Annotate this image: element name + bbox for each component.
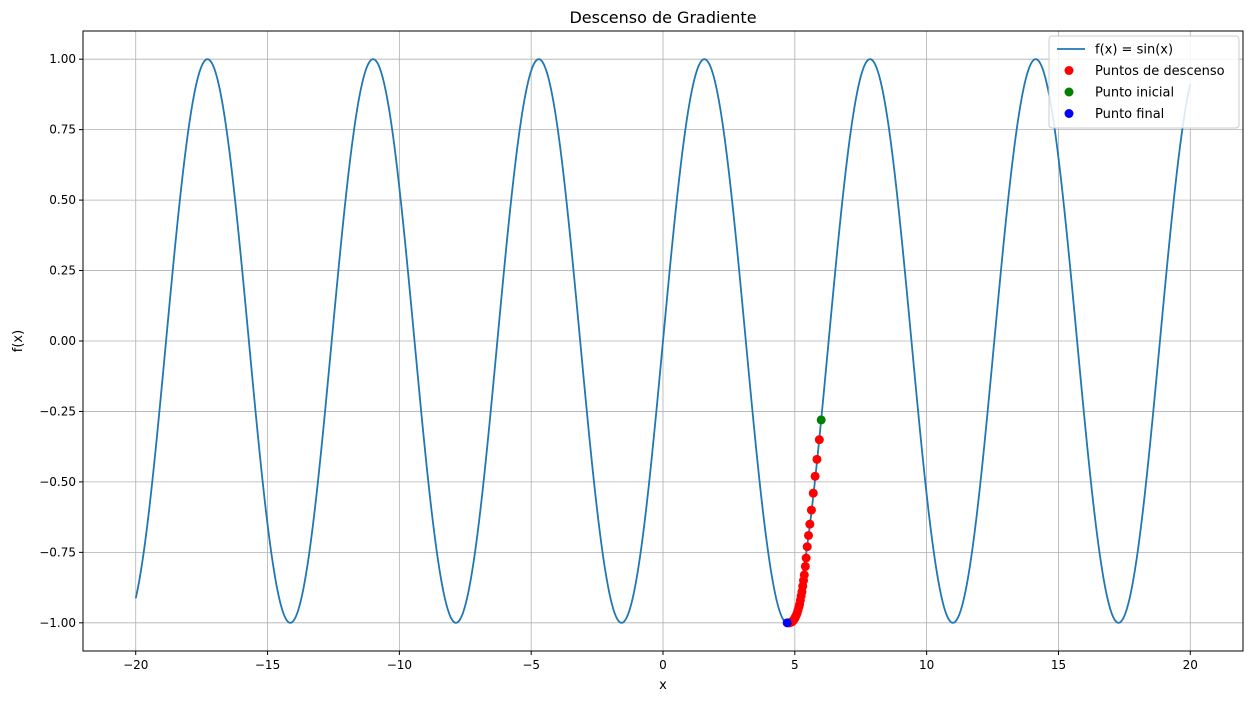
initial-point xyxy=(816,415,826,425)
x-tick-label: 15 xyxy=(1051,658,1066,672)
x-tick-label: −20 xyxy=(123,658,148,672)
x-tick-label: −5 xyxy=(522,658,540,672)
descent-point xyxy=(806,505,816,515)
descent-point xyxy=(808,488,818,498)
y-tick-label: 1.00 xyxy=(49,52,76,66)
descent-point xyxy=(812,454,822,464)
sin-curve-line xyxy=(134,58,1192,624)
descent-point xyxy=(814,435,824,445)
y-tick-label: 0.75 xyxy=(49,123,76,137)
descent-point xyxy=(804,530,814,540)
chart-title: Descenso de Gradiente xyxy=(569,8,756,27)
legend-label: Puntos de descenso xyxy=(1095,64,1225,79)
legend-marker-swatch xyxy=(1064,109,1074,118)
x-tick-label: −15 xyxy=(255,658,280,672)
y-tick-label: −0.50 xyxy=(39,475,76,489)
x-tick-label: 5 xyxy=(791,658,799,672)
final-point xyxy=(782,618,792,628)
legend-marker-swatch xyxy=(1064,66,1074,75)
x-tick-label: 0 xyxy=(659,658,667,672)
legend-label: Punto inicial xyxy=(1095,86,1174,101)
legend: f(x) = sin(x) Puntos de descenso Punto ini… xyxy=(1048,35,1240,129)
legend-box xyxy=(1048,35,1240,129)
descent-point xyxy=(801,553,811,563)
descent-point xyxy=(810,471,820,481)
legend-label: Punto final xyxy=(1095,107,1164,122)
y-tick-label: −0.25 xyxy=(39,404,76,418)
x-tick-label: −10 xyxy=(387,658,412,672)
ticks: −20 −15 −10 −5 0 5 10 15 20 −1.00 −0.75 −0.50 −0.25 0… xyxy=(39,52,1198,672)
descent-point xyxy=(805,519,815,529)
y-tick-label: −1.00 xyxy=(39,616,76,630)
x-tick-label: 10 xyxy=(919,658,934,672)
y-tick-label: −0.75 xyxy=(39,545,76,559)
descent-point xyxy=(802,542,812,552)
y-tick-label: 0.25 xyxy=(49,264,76,278)
x-tick-label: 20 xyxy=(1183,658,1198,672)
legend-marker-swatch xyxy=(1064,87,1074,97)
y-axis-label: f(x) xyxy=(11,330,26,352)
x-axis-label: x xyxy=(659,678,667,693)
descent-point xyxy=(800,561,810,571)
y-tick-label: 0.50 xyxy=(49,193,76,207)
plot-area xyxy=(134,58,1192,628)
y-tick-label: 0.00 xyxy=(49,334,76,348)
legend-label: f(x) = sin(x) xyxy=(1095,43,1173,58)
